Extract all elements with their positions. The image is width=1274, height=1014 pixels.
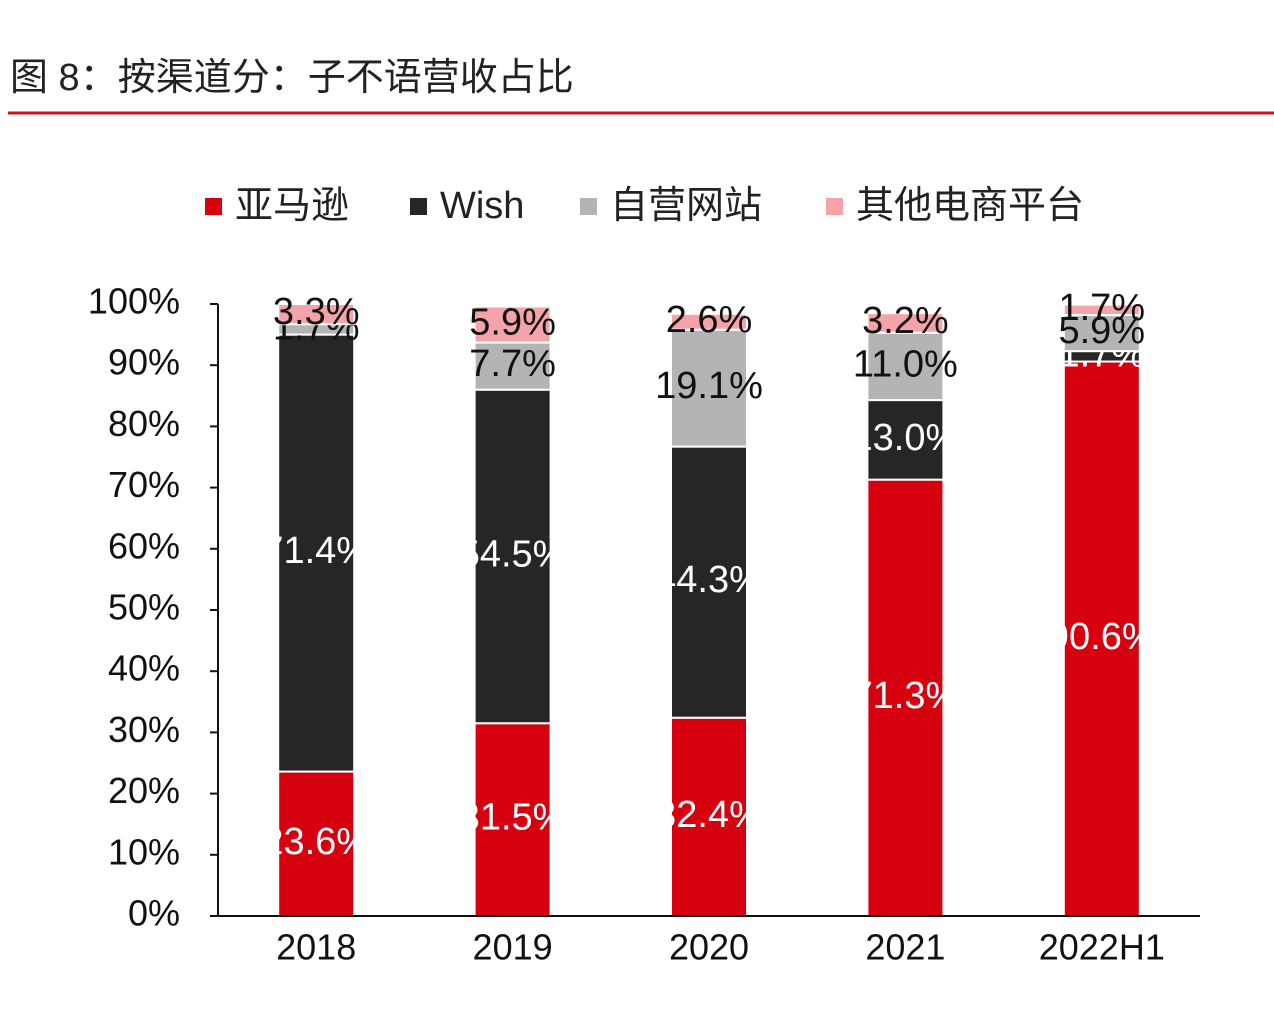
y-tick-label: 80% [108, 403, 180, 444]
legend-swatch [826, 198, 843, 215]
data-label: 3.3% [273, 291, 360, 333]
bar-segment [866, 331, 945, 402]
legend-swatch [580, 198, 597, 215]
x-tick-label: 2021 [865, 927, 945, 968]
legend-label: 其他电商平台 [856, 185, 1084, 227]
bar-segment [866, 399, 945, 481]
data-label: 1.7% [1058, 287, 1145, 329]
x-tick-label: 2022H1 [1039, 927, 1165, 968]
y-tick-label: 30% [108, 709, 180, 750]
data-label: 3.2% [862, 300, 949, 342]
legend-label: 亚马逊 [235, 185, 349, 227]
y-tick-label: 40% [108, 648, 180, 689]
data-label: 7.7% [469, 343, 556, 385]
data-label: 5.9% [1058, 310, 1145, 352]
y-tick-label: 100% [88, 281, 180, 322]
x-tick-label: 2018 [276, 927, 356, 968]
x-tick-label: 2020 [669, 927, 749, 968]
bar-segment [670, 445, 748, 719]
x-tick-label: 2019 [473, 927, 553, 968]
bar-segment [866, 312, 945, 334]
legend-label: Wish [440, 185, 524, 227]
data-label: 5.9% [469, 302, 556, 344]
bar-segment [473, 305, 552, 344]
data-label: 19.1% [655, 365, 763, 407]
data-label: 71.3% [852, 675, 960, 717]
chart-title: 图 8：按渠道分：子不语营收占比 [10, 57, 574, 99]
legend-swatch [410, 198, 427, 215]
legend-label: 自营网站 [610, 185, 762, 227]
y-tick-label: 20% [108, 770, 180, 811]
data-label: 54.5% [459, 533, 567, 575]
bar-segment [670, 328, 748, 448]
data-label: 32.4% [655, 794, 763, 836]
data-label: 13.0% [852, 417, 960, 459]
data-label: 11.0% [853, 343, 958, 385]
bar-segment [866, 478, 945, 917]
y-tick-label: 10% [108, 831, 180, 872]
data-label: 23.6% [262, 821, 370, 863]
data-label: 2.6% [666, 299, 753, 341]
legend-swatch [205, 198, 222, 215]
bar-segment [277, 303, 356, 326]
y-tick-label: 50% [108, 587, 180, 628]
bar-segment [670, 716, 748, 917]
y-tick-label: 60% [108, 525, 180, 566]
bar-segment [473, 722, 552, 917]
bar-segment [1062, 303, 1141, 317]
data-label: 90.6% [1048, 616, 1156, 658]
y-tick-label: 90% [108, 342, 180, 383]
data-label: 31.5% [459, 797, 567, 839]
bar-segment [277, 770, 356, 917]
y-tick-label: 70% [108, 464, 180, 505]
data-label: 71.4% [262, 530, 370, 572]
bar-segment [670, 312, 748, 331]
y-tick-label: 0% [128, 893, 180, 934]
data-label: 44.3% [655, 559, 763, 601]
bar-segment [1062, 360, 1141, 917]
